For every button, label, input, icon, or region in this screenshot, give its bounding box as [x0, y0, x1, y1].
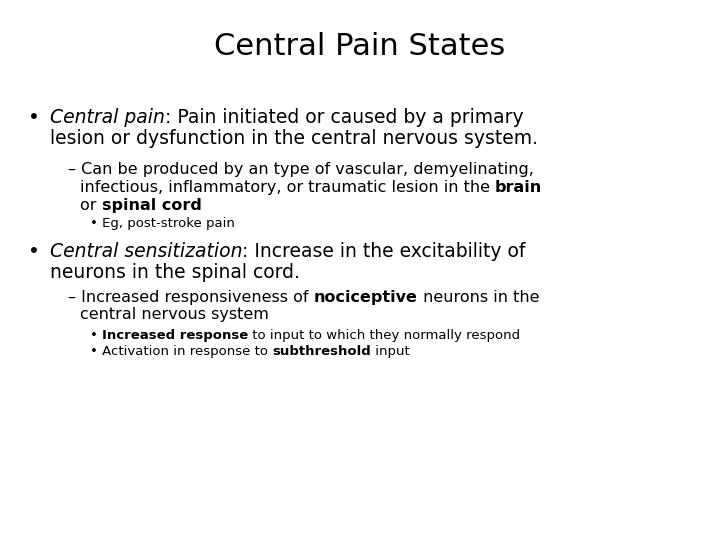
- Text: neurons in the spinal cord.: neurons in the spinal cord.: [50, 262, 300, 282]
- Text: input: input: [371, 345, 410, 358]
- Text: – Can be produced by an type of vascular, demyelinating,: – Can be produced by an type of vascular…: [68, 162, 534, 177]
- Text: •: •: [28, 108, 40, 127]
- Text: •: •: [28, 242, 40, 261]
- Text: Central pain: Central pain: [50, 108, 165, 127]
- Text: Increased response: Increased response: [102, 329, 248, 342]
- Text: – Increased responsiveness of: – Increased responsiveness of: [68, 289, 314, 305]
- Text: Central Pain States: Central Pain States: [215, 32, 505, 61]
- Text: Central sensitization: Central sensitization: [50, 242, 243, 261]
- Text: neurons in the: neurons in the: [418, 289, 539, 305]
- Text: spinal cord: spinal cord: [102, 198, 202, 213]
- Text: brain: brain: [495, 180, 542, 195]
- Text: : Increase in the excitability of: : Increase in the excitability of: [243, 242, 526, 261]
- Text: nociceptive: nociceptive: [314, 289, 418, 305]
- Text: or: or: [80, 198, 102, 213]
- Text: subthreshold: subthreshold: [272, 345, 371, 358]
- Text: lesion or dysfunction in the central nervous system.: lesion or dysfunction in the central ner…: [50, 129, 538, 148]
- Text: to input to which they normally respond: to input to which they normally respond: [248, 329, 521, 342]
- Text: • Eg, post-stroke pain: • Eg, post-stroke pain: [90, 218, 235, 231]
- Text: infectious, inflammatory, or traumatic lesion in the: infectious, inflammatory, or traumatic l…: [80, 180, 495, 195]
- Text: • Activation in response to: • Activation in response to: [90, 345, 272, 358]
- Text: central nervous system: central nervous system: [80, 307, 269, 322]
- Text: : Pain initiated or caused by a primary: : Pain initiated or caused by a primary: [165, 108, 523, 127]
- Text: •: •: [90, 329, 102, 342]
